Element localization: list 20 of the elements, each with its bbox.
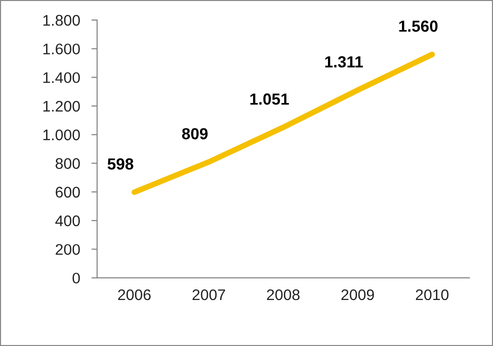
y-tick-label: 400: [55, 215, 80, 226]
y-tick-label: 1.200: [43, 100, 80, 112]
y-tick-label: 600: [56, 186, 80, 198]
data-label: 1.311: [325, 56, 363, 68]
x-tick-label: 2007: [192, 289, 226, 300]
x-tick-label: 2009: [341, 289, 374, 300]
y-tick-label: 0: [72, 272, 80, 284]
data-label: 1.051: [250, 93, 289, 105]
y-tick-label: 1.600: [43, 44, 80, 54]
data-label: 598: [108, 158, 134, 170]
y-tick-label: 1.400: [43, 72, 80, 84]
y-tick-label: 1.000: [43, 130, 80, 140]
y-tick-label: 200: [56, 244, 80, 255]
x-tick-label: 2006: [118, 289, 151, 300]
data-label: 809: [182, 128, 208, 140]
y-tick-label: 1.800: [43, 14, 80, 26]
x-tick-label: 2008: [267, 289, 300, 300]
y-tick-label: 800: [56, 158, 80, 169]
data-label: 1.560: [399, 20, 438, 32]
x-tick-label: 2010: [416, 289, 449, 300]
